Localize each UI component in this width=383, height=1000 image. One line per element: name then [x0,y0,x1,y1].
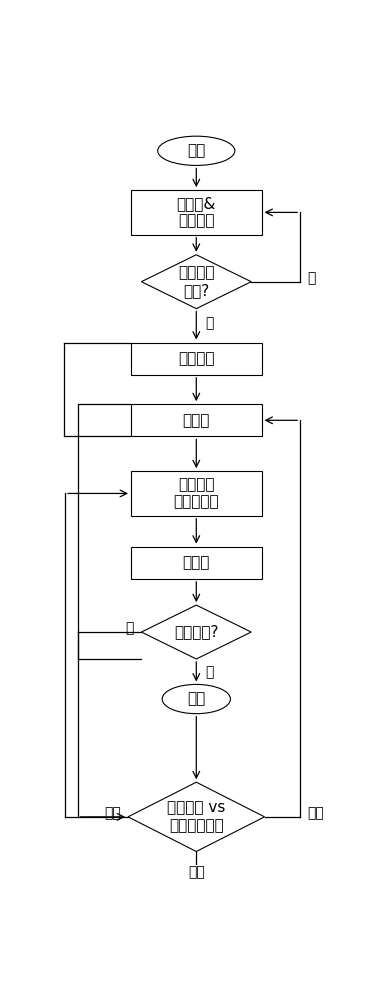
Ellipse shape [158,136,235,165]
Polygon shape [128,782,265,852]
FancyBboxPatch shape [131,190,262,235]
Polygon shape [141,255,251,309]
FancyBboxPatch shape [131,547,262,579]
Text: 结束: 结束 [187,692,205,707]
Text: 帧读出: 帧读出 [183,555,210,570]
Polygon shape [141,605,251,659]
Text: 小于: 小于 [308,806,324,820]
Text: 等于: 等于 [104,806,121,820]
Text: 测量结束?: 测量结束? [174,625,219,640]
FancyBboxPatch shape [131,404,262,436]
FancyBboxPatch shape [131,343,262,375]
Text: 是: 是 [205,665,214,679]
Text: 水平读出
寄存器清空: 水平读出 寄存器清空 [173,477,219,510]
Text: 帧转移: 帧转移 [183,413,210,428]
Text: 开始: 开始 [187,143,205,158]
Text: 空闲曝光: 空闲曝光 [178,351,214,366]
Text: 否: 否 [126,621,134,635]
Text: 曝光时间 vs
清空读出时间: 曝光时间 vs 清空读出时间 [167,801,226,833]
Text: 帧转移&
电荷倾倒: 帧转移& 电荷倾倒 [177,196,216,229]
Text: 否: 否 [205,316,214,330]
Ellipse shape [162,684,231,714]
FancyBboxPatch shape [131,471,262,516]
Text: 是: 是 [308,271,316,285]
Text: 大于: 大于 [188,865,205,879]
Text: 曝光时间
为零?: 曝光时间 为零? [178,265,214,298]
